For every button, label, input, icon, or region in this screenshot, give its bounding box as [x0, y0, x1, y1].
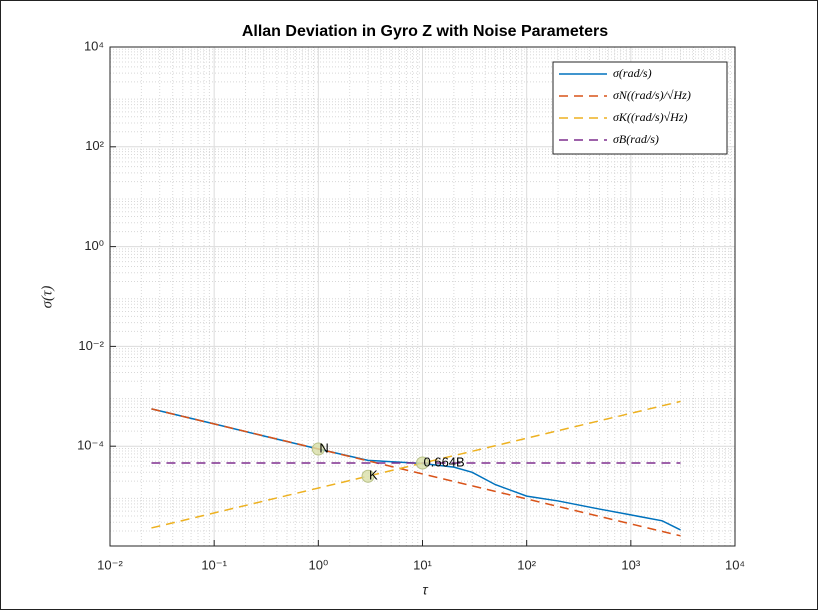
- legend-box: [552, 61, 728, 155]
- chart-title: Allan Deviation in Gyro Z with Noise Par…: [242, 23, 608, 40]
- legend-label: σ(rad/s): [613, 66, 652, 80]
- axes-box: [109, 46, 736, 547]
- annotation-marker: [416, 456, 429, 470]
- x-axis-label: τ: [422, 582, 428, 598]
- legend-label: σN((rad/s)/√Hz): [613, 88, 691, 102]
- x-tick-label: 10¹: [413, 557, 432, 572]
- annotation-marker: [311, 442, 325, 456]
- y-tick-label: 10⁻⁴: [77, 438, 104, 453]
- series-line: [151, 400, 681, 529]
- series-line: [151, 408, 681, 531]
- x-tick-label: 10⁰: [308, 557, 328, 572]
- y-tick-label: 10⁻²: [78, 338, 104, 353]
- y-axis-label: σ(τ): [39, 286, 55, 309]
- legend-label: σK((rad/s)√Hz): [613, 110, 688, 124]
- legend-label: σB(rad/s): [613, 132, 659, 146]
- x-tick-label: 10³: [621, 557, 640, 572]
- annotation-label: 0.664B: [424, 454, 465, 469]
- x-tick-label: 10⁻¹: [201, 557, 227, 572]
- series-line: [151, 408, 681, 537]
- x-tick-label: 10²: [517, 557, 536, 572]
- annotation-label: K: [369, 468, 378, 483]
- y-tick-label: 10⁴: [84, 38, 104, 53]
- y-tick-label: 10²: [85, 138, 104, 153]
- x-tick-label: 10⁴: [725, 557, 745, 572]
- annotation-marker: [361, 469, 375, 483]
- y-tick-label: 10⁰: [84, 238, 104, 253]
- annotation-label: N: [319, 440, 328, 455]
- x-tick-label: 10⁻²: [97, 557, 123, 572]
